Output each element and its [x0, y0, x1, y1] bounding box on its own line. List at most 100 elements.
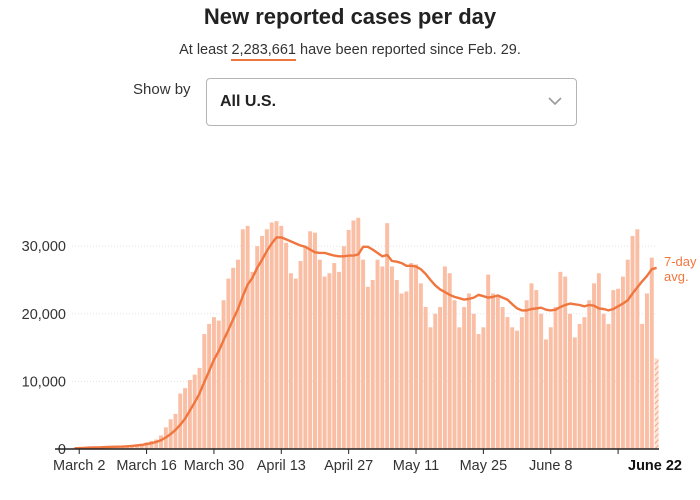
case-bar — [178, 393, 183, 449]
case-bar — [351, 220, 356, 449]
x-tick-label: May 25 — [460, 458, 508, 474]
case-bar — [139, 443, 144, 449]
case-bar — [519, 317, 524, 449]
case-bar — [553, 307, 558, 449]
case-bar — [611, 290, 616, 449]
case-bar — [500, 307, 505, 449]
avg-line — [74, 236, 657, 450]
case-bar — [115, 446, 120, 449]
case-bar — [327, 273, 332, 449]
case-bar — [279, 225, 284, 449]
show-by-label: Show by — [133, 81, 191, 98]
case-bar — [529, 283, 534, 449]
page-title: New reported cases per day — [203, 4, 497, 29]
case-bar — [481, 327, 486, 449]
x-tick-label: March 30 — [184, 458, 244, 474]
case-bar — [216, 320, 221, 449]
case-bar — [197, 367, 202, 449]
case-bar — [558, 271, 563, 449]
x-tick-label: May 11 — [393, 458, 439, 474]
case-bar — [313, 232, 317, 449]
x-tick-label: March 16 — [116, 458, 176, 474]
case-bar — [144, 442, 149, 449]
case-bar — [548, 327, 553, 449]
x-tick-label: April 13 — [257, 458, 306, 474]
case-bar — [428, 327, 433, 449]
case-bar — [202, 334, 207, 449]
case-bar — [635, 229, 640, 449]
region-select[interactable]: All U.S. — [206, 78, 577, 126]
case-bar — [414, 264, 418, 449]
case-bar — [644, 293, 649, 449]
case-bar — [231, 267, 236, 449]
case-bar — [438, 307, 443, 449]
case-bar — [317, 259, 322, 449]
case-bar — [154, 439, 159, 449]
case-bar — [418, 283, 423, 449]
y-tick-label: 10,000 — [22, 374, 66, 390]
case-bar — [389, 266, 394, 449]
case-bar — [582, 317, 587, 449]
case-bar — [510, 327, 515, 449]
case-bar — [303, 246, 308, 449]
case-bar — [221, 300, 226, 449]
x-tick-label: March 2 — [53, 458, 105, 474]
case-bar — [211, 317, 216, 449]
case-bar — [601, 313, 606, 449]
case-bar — [288, 273, 293, 449]
case-bar — [356, 217, 361, 449]
case-bar — [269, 222, 274, 449]
chevron-down-icon[interactable] — [548, 96, 562, 106]
case-bar — [486, 274, 491, 449]
case-bar — [264, 229, 269, 449]
avg-line-label: 7-day — [664, 254, 697, 269]
case-bar — [423, 307, 428, 449]
case-bar — [491, 293, 495, 449]
case-bar — [654, 358, 659, 449]
case-bar — [640, 323, 645, 449]
region-select-value: All U.S. — [220, 93, 277, 110]
subtitle-suffix: have been reported since Feb. 29. — [296, 42, 521, 58]
subtitle: At least 2,283,661 have been reported si… — [0, 42, 700, 61]
case-bar — [606, 323, 611, 449]
case-bar — [240, 229, 245, 449]
case-bar — [596, 273, 601, 449]
y-tick-label: 20,000 — [22, 307, 66, 323]
case-bar — [298, 261, 303, 449]
case-bar — [539, 313, 544, 449]
case-bar — [515, 330, 520, 449]
avg-line-label: avg. — [664, 269, 689, 284]
case-bar — [577, 323, 582, 449]
case-bar — [457, 327, 462, 449]
case-bar — [587, 300, 592, 449]
case-bar — [380, 266, 385, 449]
case-bar — [433, 313, 438, 449]
x-tick-label: April 27 — [324, 458, 373, 474]
case-bar — [332, 263, 337, 449]
case-bar — [505, 317, 510, 449]
case-bar — [620, 276, 625, 449]
case-bar — [447, 273, 452, 449]
case-bar — [149, 440, 154, 449]
case-bar — [572, 337, 577, 449]
case-bar — [466, 293, 471, 449]
case-bar — [365, 286, 370, 449]
case-bar — [375, 259, 380, 449]
y-tick-label: 0 — [58, 442, 66, 458]
x-tick-label: June 22 — [628, 458, 682, 474]
case-bar — [245, 225, 250, 449]
y-tick-label: 30,000 — [22, 239, 66, 255]
case-bar — [370, 279, 375, 449]
case-bar — [260, 236, 265, 449]
case-bar — [284, 242, 289, 449]
case-bar — [207, 323, 212, 449]
case-bar — [187, 380, 192, 449]
case-bar — [361, 259, 366, 449]
case-bar — [394, 279, 399, 449]
case-bar — [341, 246, 346, 449]
x-tick-label: June 8 — [529, 458, 573, 474]
case-bar — [649, 257, 654, 449]
case-bar — [192, 374, 197, 449]
case-bar — [568, 313, 572, 449]
